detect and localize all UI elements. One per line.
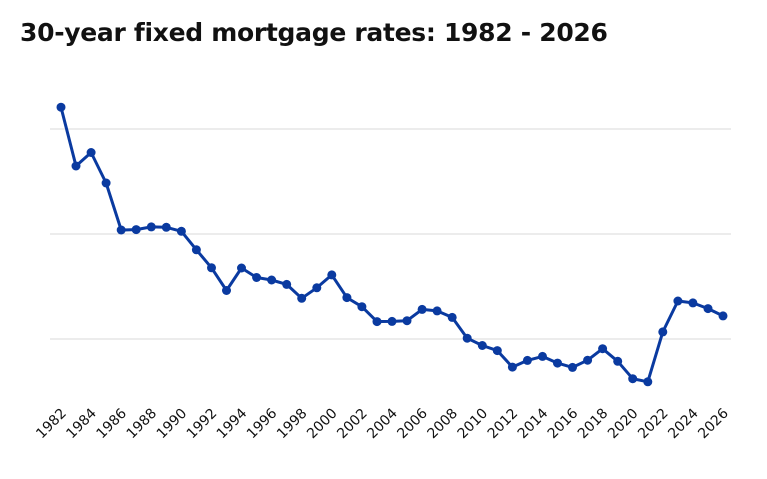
series-line-group (59, 106, 724, 384)
data-point[interactable] (56, 102, 66, 112)
data-point[interactable] (297, 293, 307, 303)
series-line (59, 106, 724, 384)
data-point[interactable] (222, 286, 231, 295)
x-tick-label: 2010 (455, 406, 492, 443)
data-point[interactable] (583, 355, 593, 365)
data-points (56, 102, 728, 387)
x-tick-label: 1994 (214, 405, 251, 442)
x-tick-label: 2014 (515, 405, 552, 442)
data-point[interactable] (131, 225, 141, 235)
x-tick-label: 2000 (304, 406, 341, 443)
data-point[interactable] (417, 304, 427, 314)
data-point[interactable] (598, 344, 608, 354)
data-point[interactable] (628, 374, 638, 384)
chart-title: 30-year fixed mortgage rates: 1982 - 202… (20, 18, 608, 47)
data-point[interactable] (613, 356, 623, 366)
x-axis-ticks: 1982198419861988199019921994199619982000… (33, 405, 732, 442)
data-point[interactable] (342, 293, 352, 303)
x-tick-label: 2006 (394, 405, 431, 442)
data-point[interactable] (357, 302, 367, 312)
data-point[interactable] (538, 351, 547, 361)
data-point[interactable] (703, 304, 713, 314)
data-point[interactable] (718, 311, 728, 321)
data-point[interactable] (447, 312, 457, 322)
data-point[interactable] (176, 226, 186, 236)
x-tick-label: 2018 (575, 406, 612, 443)
x-tick-label: 2016 (545, 405, 582, 442)
data-point[interactable] (116, 225, 126, 235)
data-point[interactable] (327, 270, 337, 280)
data-point[interactable] (372, 317, 382, 327)
data-point[interactable] (432, 306, 442, 316)
data-point[interactable] (387, 316, 397, 326)
data-point[interactable] (237, 263, 246, 273)
data-point[interactable] (267, 275, 277, 285)
data-point[interactable] (402, 316, 412, 326)
data-point[interactable] (312, 283, 322, 293)
x-tick-label: 2002 (334, 406, 371, 443)
data-point[interactable] (673, 296, 683, 306)
x-tick-label: 1986 (94, 405, 131, 442)
data-point[interactable] (161, 222, 171, 232)
data-point[interactable] (492, 346, 502, 356)
x-tick-label: 1988 (124, 406, 161, 443)
x-tick-label: 1984 (63, 405, 100, 442)
x-tick-label: 1998 (274, 406, 311, 443)
data-point[interactable] (643, 377, 653, 387)
data-point[interactable] (658, 327, 668, 337)
data-point[interactable] (688, 298, 698, 308)
x-tick-label: 1992 (184, 406, 221, 443)
data-point[interactable] (86, 148, 96, 157)
data-point[interactable] (101, 178, 111, 188)
data-point[interactable] (477, 341, 487, 350)
data-point[interactable] (553, 358, 562, 368)
x-tick-label: 2026 (695, 405, 732, 442)
gridlines (50, 128, 731, 340)
data-point[interactable] (462, 333, 472, 343)
data-point[interactable] (568, 362, 577, 372)
x-tick-label: 2020 (605, 406, 642, 443)
x-tick-label: 2004 (364, 405, 401, 442)
x-tick-label: 2012 (485, 406, 522, 443)
data-point[interactable] (191, 245, 201, 255)
data-point[interactable] (146, 222, 156, 232)
data-point[interactable] (507, 362, 517, 372)
x-tick-label: 1990 (154, 406, 191, 443)
data-point[interactable] (207, 263, 216, 273)
x-tick-label: 2008 (425, 406, 462, 443)
data-point[interactable] (252, 273, 262, 282)
x-tick-label: 1982 (33, 406, 70, 443)
x-tick-label: 2022 (635, 406, 672, 443)
data-point[interactable] (71, 161, 81, 171)
x-tick-label: 2024 (665, 405, 702, 442)
x-tick-label: 1996 (244, 405, 281, 442)
data-point[interactable] (282, 279, 292, 289)
data-point[interactable] (522, 355, 532, 365)
